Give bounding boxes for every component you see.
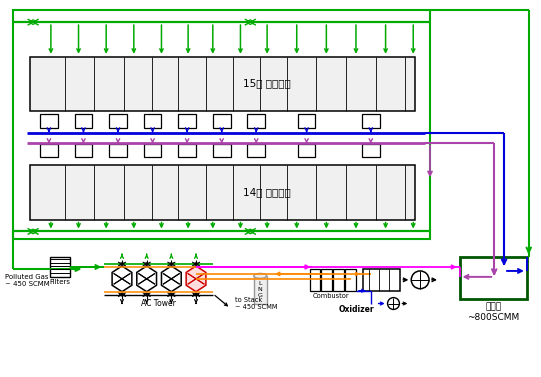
Text: Polluted Gas
~ 450 SCMM: Polluted Gas ~ 450 SCMM [5,274,50,287]
Bar [247,144,265,158]
Bar [109,144,127,158]
Text: Oxidizer: Oxidizer [338,305,374,314]
Text: 공조기
~800SCMM: 공조기 ~800SCMM [467,302,519,322]
Bar [298,114,315,128]
Bar [362,144,380,158]
Bar [298,144,315,158]
Bar [30,57,415,111]
Text: 15도 인쌌라인: 15도 인쌌라인 [243,78,291,88]
Bar [345,269,356,291]
Polygon shape [161,266,181,292]
Ellipse shape [254,273,267,278]
Bar [75,114,93,128]
Text: 14도 인쌌라인: 14도 인쌌라인 [243,187,291,197]
Bar [14,10,430,239]
Text: Filters: Filters [49,279,70,285]
Bar [321,269,332,291]
Text: AC Tower: AC Tower [141,299,176,308]
Bar [50,257,70,277]
Bar [213,114,230,128]
Bar [247,114,265,128]
Text: to Stack
~ 450 SCMM: to Stack ~ 450 SCMM [235,297,277,310]
Bar [109,114,127,128]
Bar [333,269,344,291]
Bar [213,144,230,158]
Bar [144,114,161,128]
Bar [30,165,415,219]
Bar [144,144,161,158]
Bar [309,269,320,291]
Bar [75,144,93,158]
Bar [178,114,196,128]
Bar [254,276,267,303]
Polygon shape [112,266,132,292]
Polygon shape [186,266,206,292]
Text: L
N
G: L N G [258,281,262,298]
Text: Combustor: Combustor [313,293,349,299]
Bar [460,257,527,299]
Bar [40,144,58,158]
Bar [362,114,380,128]
Bar [40,114,58,128]
Bar [363,269,400,291]
Bar [178,144,196,158]
Polygon shape [137,266,156,292]
